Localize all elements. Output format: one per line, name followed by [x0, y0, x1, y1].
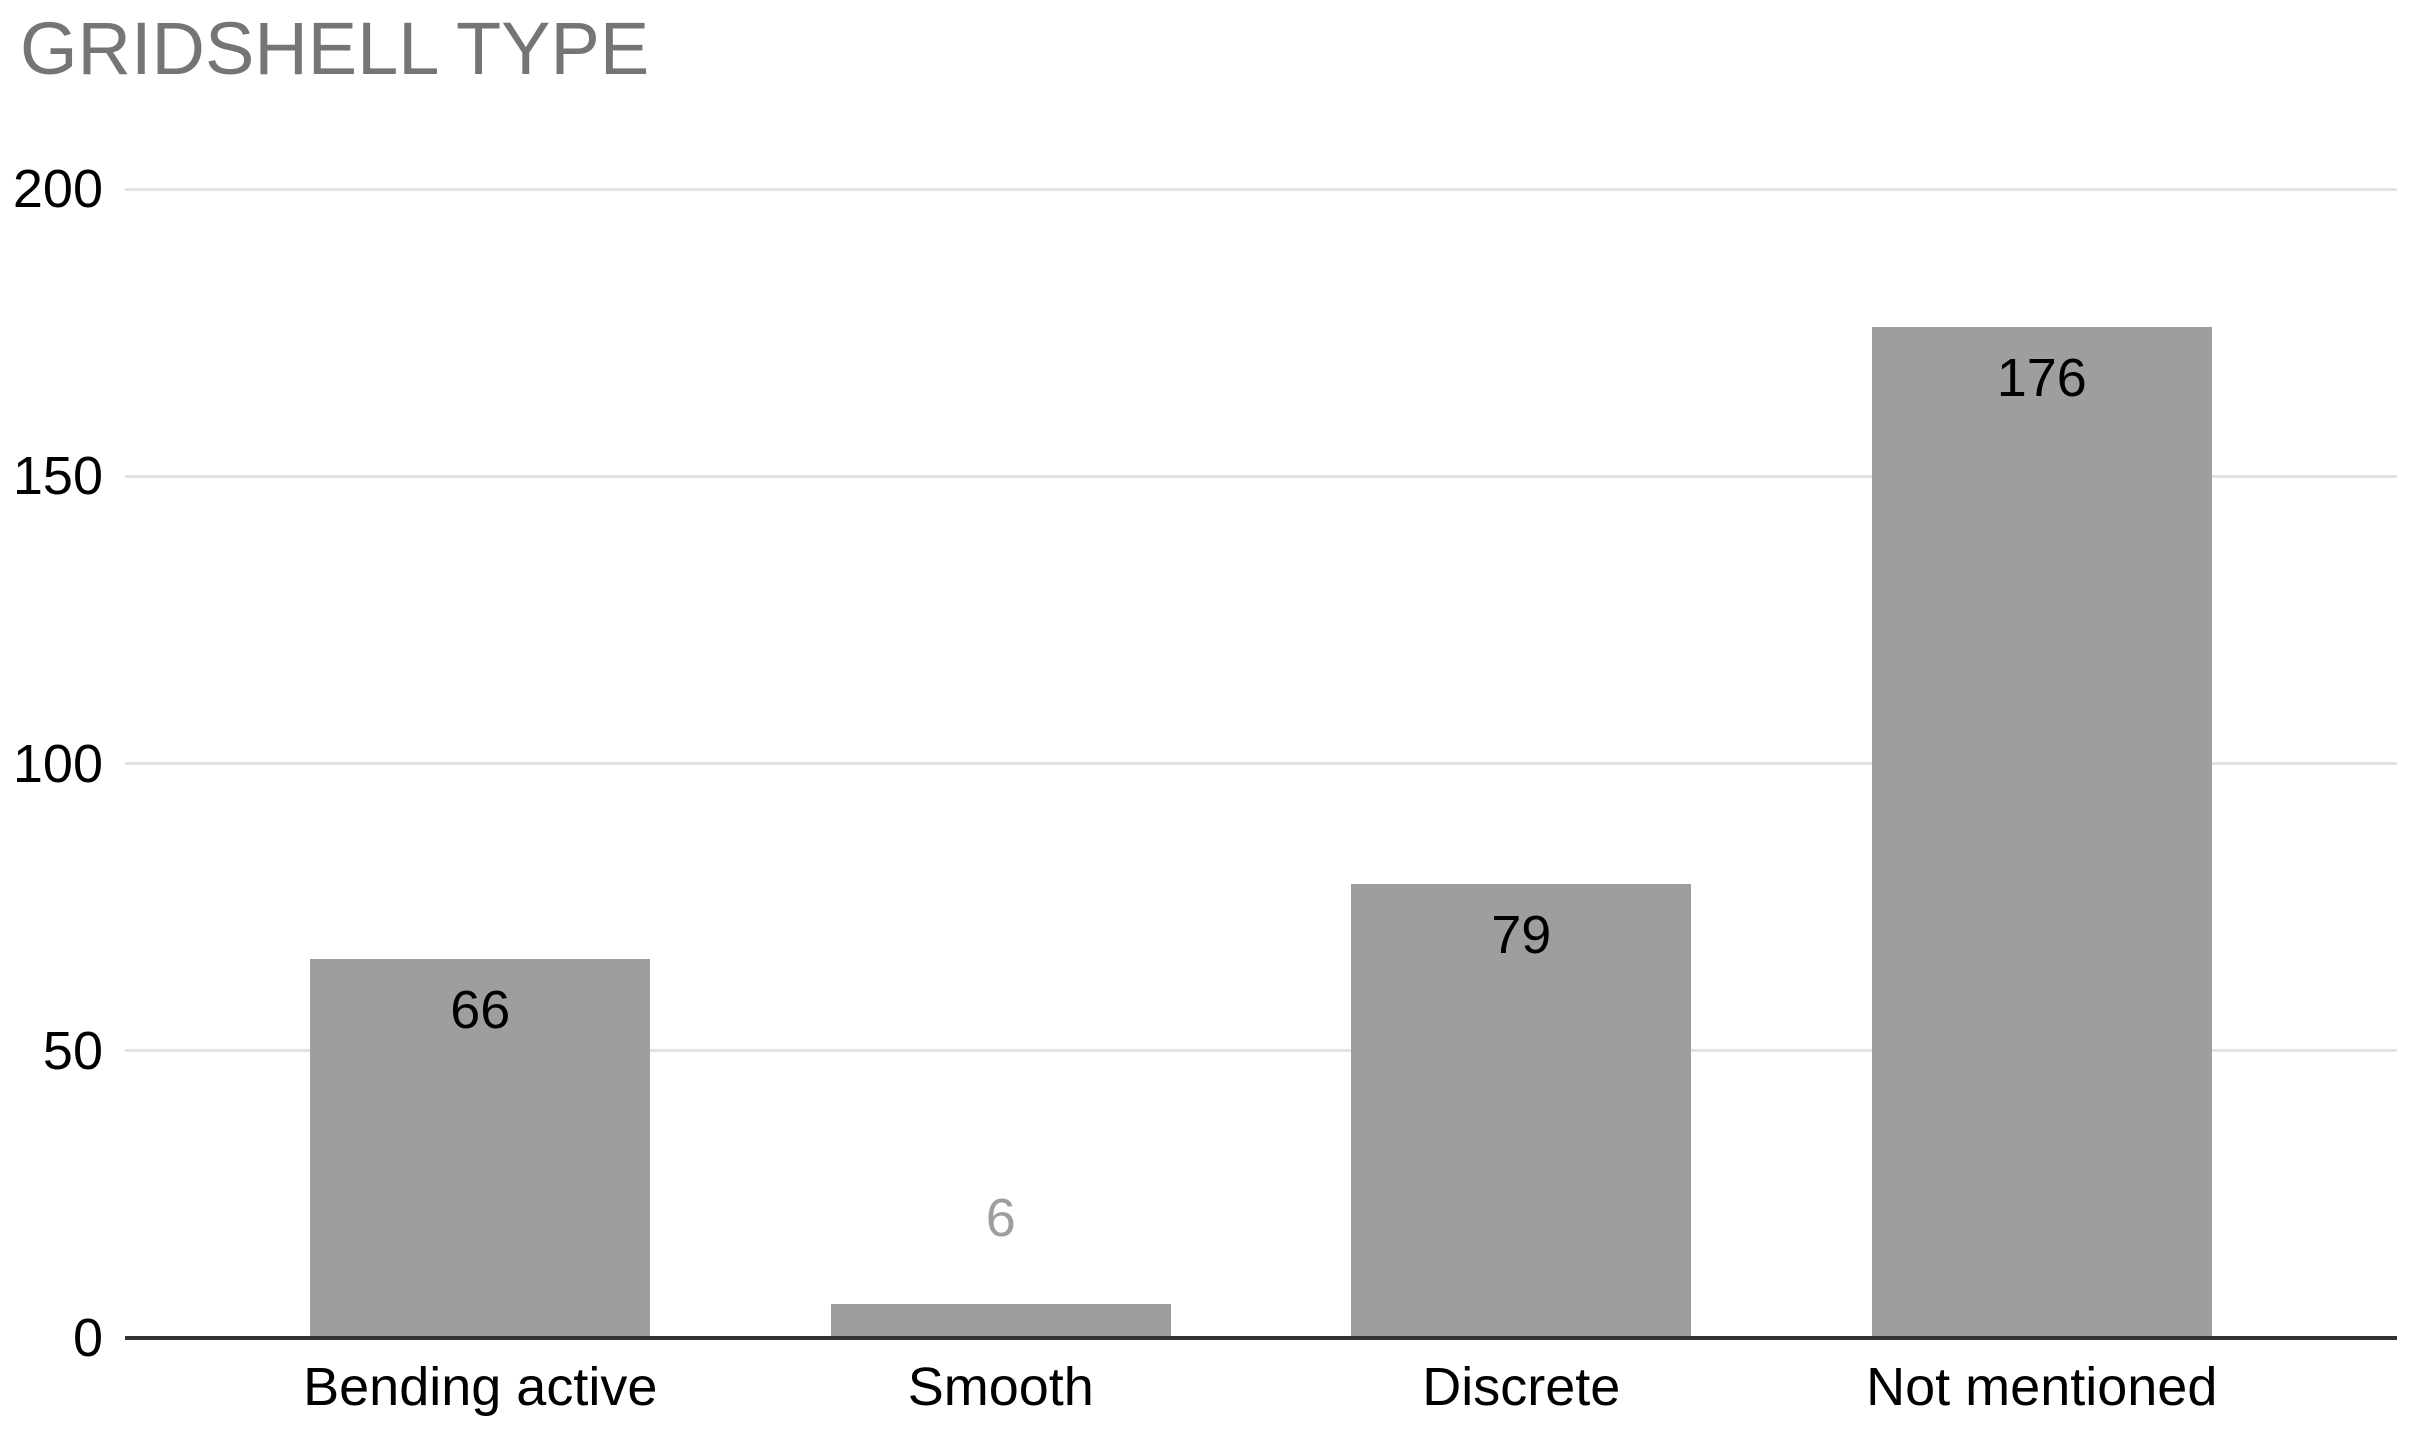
x-axis: Bending active Smooth Discrete Not mentione…	[220, 1358, 2302, 1416]
y-tick-label: 50	[42, 1020, 103, 1081]
bar-value-label: 66	[450, 979, 511, 1040]
bar-value-label: 6	[985, 1187, 1016, 1248]
bar-slot: 79	[1261, 189, 1782, 1338]
bar-smooth	[830, 1303, 1171, 1338]
y-tick-label: 200	[12, 159, 103, 219]
x-category-label: Smooth	[907, 1357, 1094, 1417]
x-category-label: Discrete	[1422, 1357, 1621, 1417]
bar-slot: 176	[1782, 189, 2303, 1338]
bar-bending-active	[310, 958, 651, 1338]
gridline	[125, 1049, 2397, 1053]
bar-not-mentioned	[1871, 326, 2212, 1338]
bars-row: 66 6 79 176	[220, 189, 2302, 1338]
y-tick-label: 150	[12, 446, 103, 507]
gridline	[125, 187, 2397, 191]
x-baseline	[125, 1336, 2397, 1340]
bar-slot: 66	[220, 189, 741, 1338]
y-tick-label: 100	[12, 733, 103, 794]
chart-title: GRIDSHELL TYPE	[20, 7, 650, 90]
y-axis: 0 50 100 150 200	[0, 162, 103, 1365]
bar-slot: 6	[741, 189, 1262, 1338]
bar-value-label: 79	[1491, 905, 1552, 966]
bar-value-label: 176	[1996, 347, 2087, 408]
x-category-label: Bending active	[303, 1357, 658, 1417]
gridline	[125, 474, 2397, 478]
x-category-label: Not mentioned	[1866, 1357, 2218, 1417]
gridline	[125, 762, 2397, 765]
plot-area: 66 6 79 176	[125, 187, 2397, 1340]
bar-discrete	[1351, 884, 1692, 1338]
y-tick-label: 0	[72, 1308, 103, 1368]
